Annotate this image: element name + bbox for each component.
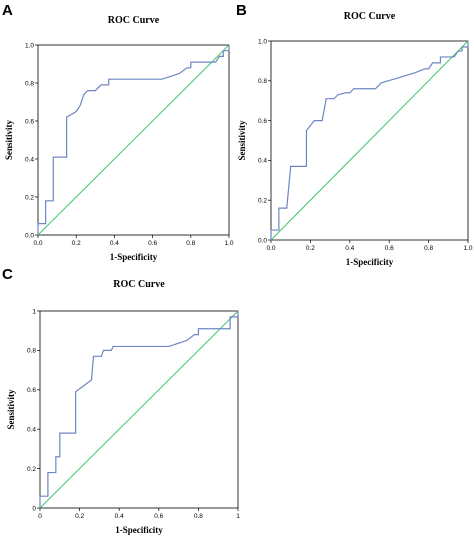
chart-title: ROC Curve bbox=[108, 15, 160, 26]
x-tick-label: 1.0 bbox=[463, 245, 472, 252]
plot-frame bbox=[270, 40, 469, 241]
x-tick-label: 0.6 bbox=[148, 240, 157, 247]
y-tick-label: 1.0 bbox=[25, 42, 34, 49]
x-tick-label: 0.4 bbox=[110, 240, 119, 247]
reference-line bbox=[39, 310, 239, 509]
panel-letter: B bbox=[236, 2, 247, 19]
x-tick-label: 0.8 bbox=[186, 240, 195, 247]
roc-curve-line bbox=[39, 311, 239, 508]
x-tick-label: 0.0 bbox=[33, 240, 42, 247]
x-tick-label: 0.2 bbox=[72, 240, 81, 247]
y-tick-label: 0.8 bbox=[258, 78, 267, 85]
y-axis-label: Sensitivity bbox=[6, 389, 16, 430]
x-tick-label: 0.2 bbox=[75, 513, 84, 520]
x-tick-label: 0.6 bbox=[385, 245, 394, 252]
x-axis-label: 1-Specificity bbox=[346, 257, 394, 267]
panel-letter: C bbox=[2, 266, 13, 283]
y-tick-label: 0.6 bbox=[27, 387, 36, 394]
x-tick-label: 0.4 bbox=[115, 513, 124, 520]
roc-panel-a: A ROC Curve 0.0 0.2 0.4 0.6 0.8 1.0 0.0 0.2 0.4 0.6… bbox=[2, 2, 234, 262]
x-tick-label: 0.0 bbox=[266, 245, 275, 252]
x-tick-label: 0.4 bbox=[345, 245, 354, 252]
chart-title: ROC Curve bbox=[113, 279, 165, 290]
y-tick-label: 0 bbox=[32, 505, 36, 512]
y-tick-label: 0.4 bbox=[27, 427, 36, 434]
x-tick-label: 0 bbox=[38, 513, 42, 520]
y-axis-label: Sensitivity bbox=[4, 120, 14, 161]
y-tick-label: 0.4 bbox=[25, 156, 34, 163]
y-tick-label: 0.8 bbox=[25, 80, 34, 87]
y-tick-label: 0.0 bbox=[25, 232, 34, 239]
roc-panel-c: C ROC Curve 0 0.2 0.4 0.6 0.8 1 0 0.2 0.4 0.6 0.8 1 1-… bbox=[2, 266, 240, 535]
x-tick-label: 0.8 bbox=[194, 513, 203, 520]
reference-line bbox=[270, 40, 469, 241]
y-tick-label: 0.6 bbox=[25, 118, 34, 125]
y-tick-label: 0.6 bbox=[258, 118, 267, 125]
x-tick-label: 0.8 bbox=[424, 245, 433, 252]
x-tick-label: 1.0 bbox=[224, 240, 233, 247]
y-tick-label: 0.2 bbox=[258, 198, 267, 205]
y-tick-label: 0.2 bbox=[27, 466, 36, 473]
plot-frame bbox=[39, 310, 239, 509]
x-tick-label: 0.2 bbox=[306, 245, 315, 252]
y-axis-label: Sensitivity bbox=[237, 120, 247, 161]
y-tick-label: 0.2 bbox=[25, 194, 34, 201]
x-tick-label: 0.6 bbox=[154, 513, 163, 520]
reference-line bbox=[37, 44, 230, 236]
y-tick-label: 1.0 bbox=[258, 38, 267, 45]
x-axis-label: 1-Specificity bbox=[110, 252, 158, 262]
x-tick-label: 1 bbox=[236, 513, 240, 520]
panel-letter: A bbox=[2, 2, 13, 19]
y-tick-label: 0.8 bbox=[27, 348, 36, 355]
plot-frame bbox=[37, 44, 230, 236]
y-tick-label: 0.0 bbox=[258, 237, 267, 244]
y-tick-label: 1 bbox=[32, 308, 36, 315]
chart-title: ROC Curve bbox=[344, 11, 396, 22]
roc-curve-line bbox=[37, 45, 230, 235]
roc-panel-b: B ROC Curve 0.0 0.2 0.4 0.6 0.8 1.0 0.0 0.2 0.4 0.6… bbox=[236, 2, 473, 267]
roc-curve-line bbox=[270, 41, 469, 240]
x-axis-label: 1-Specificity bbox=[115, 525, 163, 535]
y-tick-label: 0.4 bbox=[258, 158, 267, 165]
